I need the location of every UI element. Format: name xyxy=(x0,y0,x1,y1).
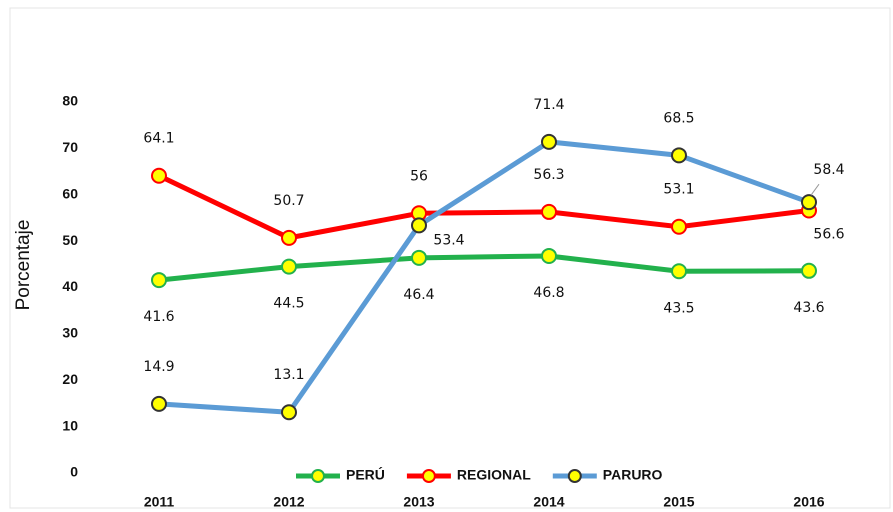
y-tick-label: 60 xyxy=(62,185,78,201)
marker xyxy=(281,229,297,246)
series-line xyxy=(157,173,810,241)
data-label: 71.4 xyxy=(533,97,564,113)
marker xyxy=(541,203,557,220)
x-tick-label: 2016 xyxy=(793,494,824,510)
data-label: 46.8 xyxy=(533,285,564,301)
y-tick-label: 50 xyxy=(62,232,78,248)
marker xyxy=(411,249,427,266)
series-line xyxy=(158,139,810,415)
marker xyxy=(411,217,427,234)
legend-marker xyxy=(567,469,582,483)
y-tick-label: 70 xyxy=(62,139,78,155)
marker xyxy=(281,258,297,275)
y-axis-label: Porcentaje xyxy=(13,220,34,311)
x-tick-label: 2011 xyxy=(144,494,175,510)
marker xyxy=(541,133,557,150)
data-label: 58.4 xyxy=(813,162,844,178)
marker xyxy=(151,272,167,289)
x-tick-label: 2013 xyxy=(403,494,434,510)
legend-label: REGIONAL xyxy=(457,467,531,483)
marker xyxy=(671,218,687,235)
legend-marker xyxy=(421,469,436,483)
leader-line xyxy=(810,183,820,196)
x-tick-label: 2015 xyxy=(663,494,694,510)
data-label: 68.5 xyxy=(663,110,694,126)
y-tick-label: 30 xyxy=(62,325,78,341)
marker xyxy=(801,194,817,211)
y-tick-label: 0 xyxy=(70,464,78,480)
data-label: 44.5 xyxy=(273,296,304,312)
y-tick-label: 80 xyxy=(62,93,78,109)
y-tick-label: 20 xyxy=(62,371,78,387)
legend-label: PERÚ xyxy=(346,466,385,483)
data-label: 14.9 xyxy=(143,359,174,375)
data-label: 43.6 xyxy=(793,300,824,316)
marker xyxy=(671,263,687,280)
legend-label: PARURO xyxy=(603,467,663,483)
data-label: 43.5 xyxy=(663,300,694,316)
x-tick-label: 2014 xyxy=(533,494,564,510)
series-line xyxy=(158,253,810,283)
marker xyxy=(801,262,817,279)
data-label: 56.6 xyxy=(813,227,844,243)
legend-marker xyxy=(311,469,325,483)
data-label: 64.1 xyxy=(143,131,174,147)
marker xyxy=(151,167,167,184)
data-label: 50.7 xyxy=(273,193,304,209)
marker xyxy=(671,147,687,164)
data-label: 56 xyxy=(410,168,428,184)
data-label: 13.1 xyxy=(273,367,304,383)
y-tick-label: 40 xyxy=(62,278,78,294)
data-label: 56.3 xyxy=(533,167,564,183)
marker xyxy=(541,247,557,264)
marker xyxy=(281,404,297,421)
marker xyxy=(151,395,167,412)
data-label: 53.1 xyxy=(663,182,694,198)
data-label: 46.4 xyxy=(403,287,434,303)
data-label: 53.4 xyxy=(433,232,464,248)
data-label: 41.6 xyxy=(143,309,174,325)
x-tick-label: 2012 xyxy=(273,494,304,510)
y-tick-label: 10 xyxy=(62,417,78,433)
